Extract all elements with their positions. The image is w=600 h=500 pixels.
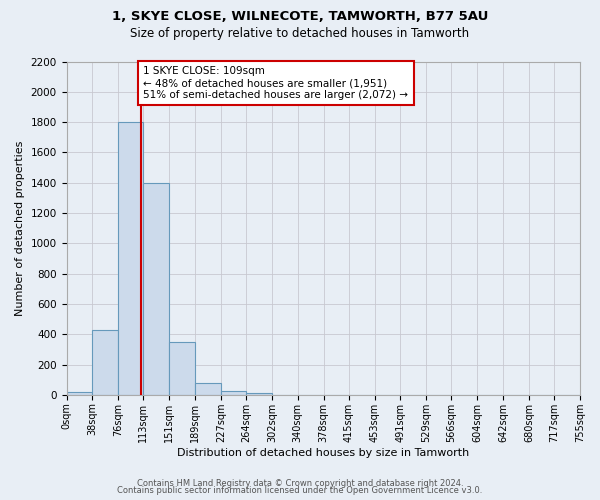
Text: 1, SKYE CLOSE, WILNECOTE, TAMWORTH, B77 5AU: 1, SKYE CLOSE, WILNECOTE, TAMWORTH, B77 … [112, 10, 488, 23]
Bar [246, 394, 272, 395]
Text: Contains HM Land Registry data © Crown copyright and database right 2024.: Contains HM Land Registry data © Crown c… [137, 478, 463, 488]
Bar [221, 391, 246, 395]
Bar [169, 342, 195, 395]
Bar [195, 382, 221, 395]
Bar [92, 330, 118, 395]
Text: Contains public sector information licensed under the Open Government Licence v3: Contains public sector information licen… [118, 486, 482, 495]
Bar [118, 122, 143, 395]
Text: 1 SKYE CLOSE: 109sqm
← 48% of detached houses are smaller (1,951)
51% of semi-de: 1 SKYE CLOSE: 109sqm ← 48% of detached h… [143, 66, 409, 100]
Text: Size of property relative to detached houses in Tamworth: Size of property relative to detached ho… [130, 28, 470, 40]
Y-axis label: Number of detached properties: Number of detached properties [15, 140, 25, 316]
X-axis label: Distribution of detached houses by size in Tamworth: Distribution of detached houses by size … [177, 448, 469, 458]
Bar [67, 392, 92, 395]
Bar [143, 182, 169, 395]
